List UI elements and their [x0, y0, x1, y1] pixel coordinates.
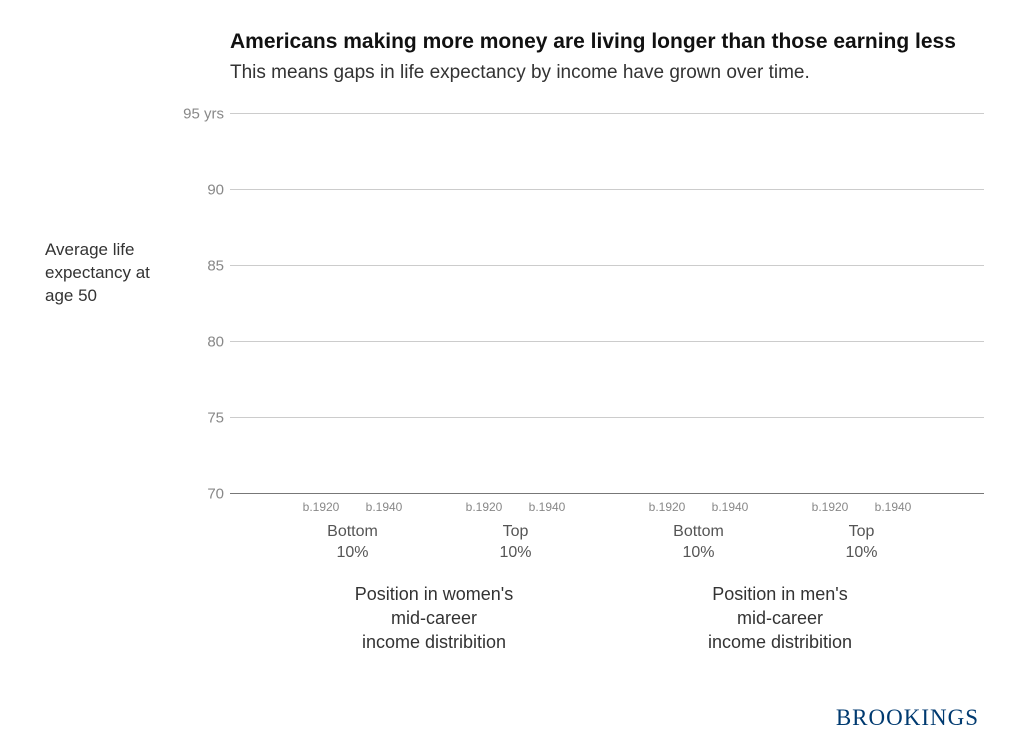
cohort-label: b.1940 [863, 500, 923, 514]
y-tick: 70 [182, 486, 224, 503]
y-tick: 90 [182, 182, 224, 199]
panel-captions: Position in women'smid-careerincome dist… [230, 582, 984, 655]
y-tick: 75 [182, 410, 224, 427]
cohort-label: b.1920 [637, 500, 697, 514]
panel-caption: Position in women'smid-careerincome dist… [291, 582, 577, 655]
cohort-label: b.1940 [354, 500, 414, 514]
cohort-label: b.1920 [454, 500, 514, 514]
y-tick: 80 [182, 334, 224, 351]
chart-container: Americans making more money are living l… [40, 30, 984, 723]
cohort-label: b.1920 [800, 500, 860, 514]
chart-panel: 74.3b.192076.0b.194079.3b.192088.0b.1940 [637, 114, 923, 494]
cohort-label: b.1940 [700, 500, 760, 514]
group-labels: Bottom10% Top10% Bottom10% Top10% [230, 522, 984, 564]
group-label: Bottom10% [637, 522, 760, 564]
chart-subtitle: This means gaps in life expectancy by in… [230, 62, 984, 84]
group-label: Top10% [800, 522, 923, 564]
panel-group-labels: Bottom10% Top10% [637, 522, 923, 564]
cohort-label: b.1920 [291, 500, 351, 514]
source-logo: BROOKINGS [836, 705, 979, 731]
chart-panel: 80.4b.192080.4b.194084.1b.192090.5b.1940 [291, 114, 577, 494]
panel-group-labels: Bottom10% Top10% [291, 522, 577, 564]
group-label: Bottom10% [291, 522, 414, 564]
plot-area: Average life expectancy at age 50 707580… [180, 114, 984, 494]
grid-region: 707580859095 yrs80.4b.192080.4b.194084.1… [230, 114, 984, 494]
chart-title: Americans making more money are living l… [230, 30, 984, 54]
y-tick: 95 yrs [182, 106, 224, 123]
panel-caption: Position in men'smid-careerincome distri… [637, 582, 923, 655]
cohort-label: b.1940 [517, 500, 577, 514]
y-tick: 85 [182, 258, 224, 275]
y-axis-label: Average life expectancy at age 50 [45, 239, 175, 308]
group-label: Top10% [454, 522, 577, 564]
